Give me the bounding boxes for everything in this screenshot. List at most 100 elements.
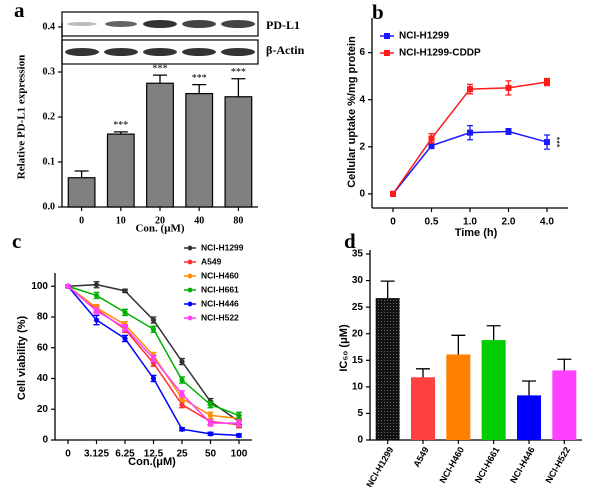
x-tick-label: 2.0 — [502, 217, 516, 228]
x-tick-label: 12.5 — [144, 449, 164, 460]
western-blot — [61, 11, 259, 65]
y-axis-label: Relative PD-L1 expression — [16, 55, 28, 179]
marker — [122, 335, 128, 342]
significance: *** — [192, 73, 207, 84]
bar — [146, 82, 174, 208]
marker — [150, 326, 157, 332]
marker — [179, 402, 185, 408]
x-tick-label: A549 — [411, 445, 430, 469]
marker — [467, 129, 473, 136]
marker — [207, 402, 214, 408]
marker — [236, 412, 242, 418]
marker — [544, 79, 550, 86]
x-tick-label: NCI-H1299 — [364, 445, 395, 487]
panel-letter: a — [14, 0, 25, 22]
y-tick-label: 0.3 — [43, 66, 56, 77]
legend-marker — [384, 33, 390, 39]
marker — [544, 139, 550, 146]
legend-marker — [187, 301, 193, 307]
marker — [93, 292, 100, 299]
legend-marker — [187, 287, 193, 293]
y-axis-label: Cell viability (%) — [16, 315, 28, 400]
marker — [207, 431, 214, 437]
bar — [375, 298, 400, 440]
legend-marker — [187, 315, 193, 321]
x-tick-label: 10 — [116, 215, 126, 226]
legend-label: NCI-H460 — [201, 270, 239, 280]
y-tick-label: 0.2 — [43, 111, 56, 122]
x-tick-label: 6.25 — [115, 449, 135, 460]
marker — [122, 325, 128, 331]
blot-label: β-Actin — [266, 43, 305, 57]
bar — [185, 92, 214, 208]
x-tick-label: 1.0 — [463, 217, 477, 228]
y-tick-label: 0.1 — [43, 156, 56, 167]
marker — [207, 412, 214, 418]
legend-marker — [187, 273, 193, 279]
marker — [179, 426, 185, 432]
bar — [552, 370, 577, 440]
marker — [93, 317, 100, 323]
panel: a PD-L1 β-Actin Relative PD-L1 expression Co… — [14, 0, 305, 235]
panel-letter: b — [372, 0, 384, 24]
y-tick-label: 6 — [359, 47, 365, 58]
marker — [93, 282, 100, 288]
marker — [65, 283, 71, 289]
marker — [150, 317, 157, 323]
y-tick-label: 80 — [37, 312, 49, 323]
significance: *** — [153, 63, 168, 74]
y-tick-label: 25 — [352, 302, 364, 313]
legend-label: NCI-H1299 — [201, 242, 244, 252]
y-tick-label: 20 — [352, 328, 364, 339]
legend-label: NCI-H446 — [201, 298, 239, 308]
x-tick-label: 25 — [176, 449, 188, 460]
x-tick-label: NCI-H446 — [508, 445, 537, 485]
legend-marker — [187, 245, 193, 251]
marker — [505, 84, 512, 91]
marker — [122, 288, 128, 294]
legend-marker — [384, 50, 390, 56]
y-axis-label: IC₅₀ (μM) — [338, 324, 350, 372]
y-tick-label: 0.0 — [43, 201, 56, 212]
bar — [516, 395, 542, 440]
marker — [207, 420, 214, 426]
bar — [410, 377, 436, 440]
y-tick-label: 10 — [352, 381, 364, 392]
panel: b Cellular uptake %/mg protein Time (h) 0 2 4… — [346, 0, 568, 239]
x-tick-label: 4.0 — [540, 217, 554, 228]
significance: *** — [231, 67, 246, 78]
significance: *** — [113, 120, 128, 131]
bar — [446, 354, 471, 440]
y-tick-label: 0.4 — [43, 21, 56, 32]
x-tick-label: 80 — [233, 215, 243, 226]
bar — [481, 340, 506, 440]
marker — [505, 128, 512, 135]
y-tick-label: 30 — [352, 275, 364, 286]
marker — [236, 432, 242, 438]
legend-label: NCI-H1299 — [399, 31, 449, 42]
marker — [150, 375, 157, 382]
y-tick-label: 0 — [359, 189, 365, 200]
x-axis-label: Con. (μM) — [135, 223, 184, 235]
y-tick-label: 35 — [352, 249, 364, 260]
marker — [428, 142, 435, 149]
series-line — [392, 130, 548, 195]
y-tick-label: 5 — [357, 408, 363, 419]
x-axis-label: Con.(μM) — [128, 456, 176, 468]
y-tick-label: 2 — [359, 141, 365, 152]
y-tick-label: 4 — [359, 94, 365, 105]
x-tick-label: 0 — [79, 215, 84, 226]
x-tick-label: NCI-H522 — [543, 445, 572, 485]
panel-letter: c — [12, 229, 21, 253]
marker — [179, 358, 185, 365]
x-tick-label: 100 — [231, 449, 248, 460]
y-tick-label: 20 — [37, 404, 49, 415]
y-tick-label: 40 — [37, 373, 49, 384]
x-tick-label: NCI-H661 — [473, 445, 502, 485]
x-tick-label: 3.125 — [84, 449, 109, 460]
marker — [428, 135, 435, 142]
marker — [93, 308, 100, 314]
legend-label: A549 — [201, 256, 222, 266]
blot-label: PD-L1 — [266, 18, 300, 32]
